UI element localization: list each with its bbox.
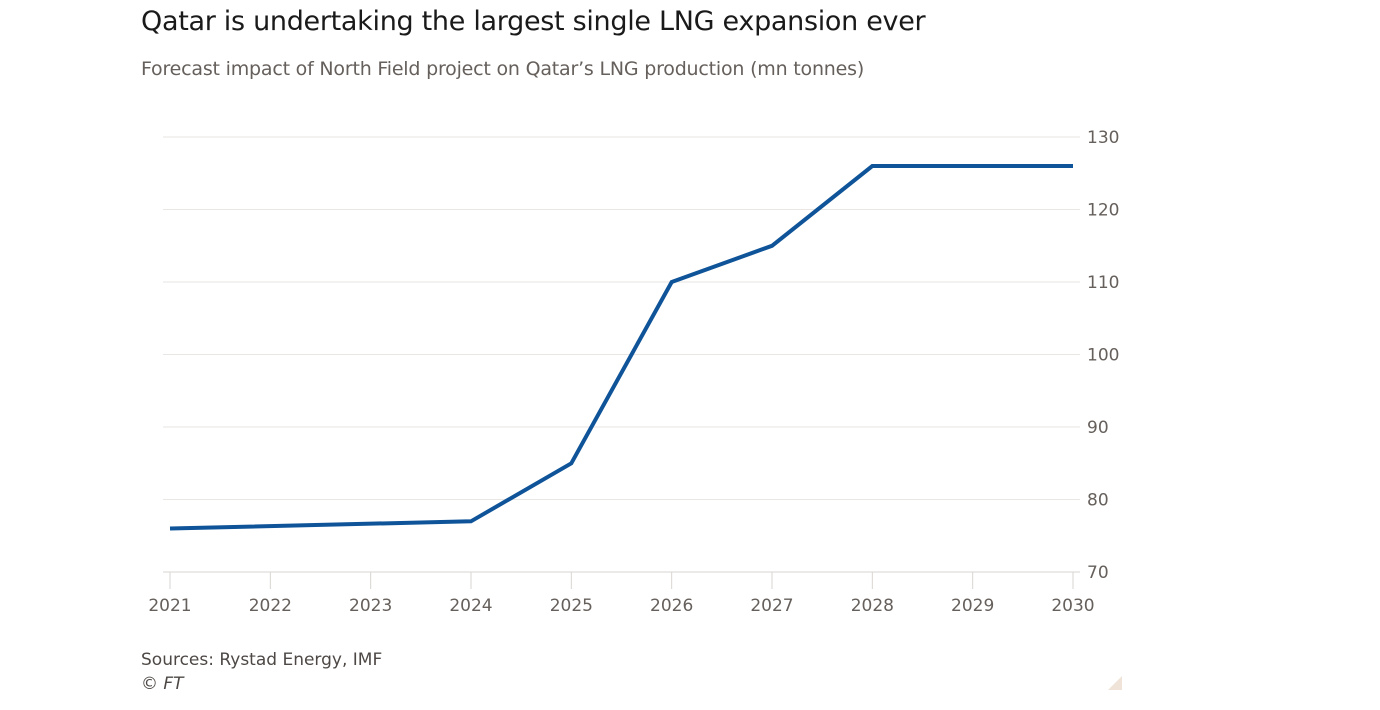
y-tick-label: 120 [1087, 201, 1119, 221]
y-tick-label: 80 [1087, 491, 1109, 511]
x-tick-label: 2021 [148, 596, 191, 616]
y-axis: 70 80 90 100 110 120 130 [1087, 128, 1119, 583]
x-tick-label: 2023 [349, 596, 392, 616]
x-tick-label: 2022 [249, 596, 292, 616]
y-tick-label: 100 [1087, 346, 1119, 366]
x-tick-label: 2026 [650, 596, 693, 616]
y-tick-label: 130 [1087, 128, 1119, 148]
x-tick-label: 2025 [550, 596, 593, 616]
source-note: Sources: Rystad Energy, IMF [141, 650, 383, 670]
chart-title: Qatar is undertaking the largest single … [141, 6, 926, 37]
gridlines [163, 136, 1080, 573]
x-tick-label: 2028 [851, 596, 894, 616]
copyright-note: © FT [141, 674, 184, 694]
y-tick-label: 90 [1087, 418, 1109, 438]
x-tick-label: 2029 [951, 596, 994, 616]
x-tick-label: 2030 [1051, 596, 1094, 616]
resize-handle-icon[interactable] [1108, 676, 1122, 690]
y-tick-label: 110 [1087, 273, 1119, 293]
x-tick-label: 2027 [750, 596, 793, 616]
x-tick-label: 2024 [449, 596, 492, 616]
chart-subtitle: Forecast impact of North Field project o… [141, 58, 865, 80]
series-layer [169, 164, 1073, 531]
y-tick-label: 70 [1087, 563, 1109, 583]
x-axis: 2021 2022 2023 2024 2025 2026 2027 2028 2029 2030 [148, 572, 1095, 616]
series-line-0 [169, 164, 1073, 531]
